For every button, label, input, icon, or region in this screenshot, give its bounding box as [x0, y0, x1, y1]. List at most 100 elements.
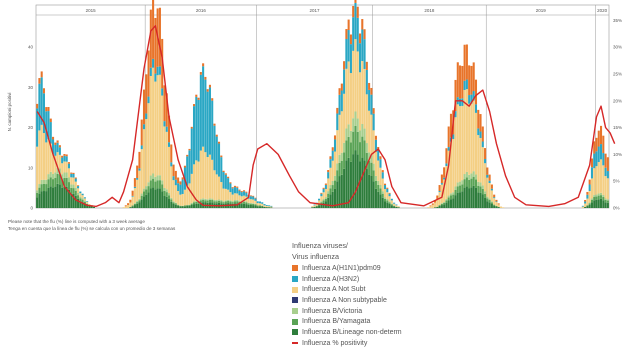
- bar-segment: [324, 197, 327, 199]
- bar-segment: [145, 189, 148, 195]
- bar-segment: [320, 192, 323, 194]
- bar-segment: [600, 198, 603, 208]
- bar-segment: [131, 206, 134, 208]
- bar-segment: [172, 176, 175, 181]
- bar-segment: [79, 191, 82, 194]
- bar-segment: [347, 30, 350, 62]
- bar-segment: [179, 194, 182, 206]
- bar-segment: [390, 204, 393, 206]
- bar-segment: [393, 202, 396, 204]
- bar-segment: [36, 108, 39, 147]
- bar-segment: [327, 197, 330, 208]
- bar-segment: [63, 186, 66, 208]
- bar-segment: [331, 191, 334, 208]
- bar-segment: [395, 206, 398, 208]
- bar-segment: [204, 79, 207, 153]
- bar-segment: [174, 203, 177, 205]
- bar-segment: [354, 150, 357, 208]
- bar-segment: [56, 140, 59, 143]
- bar-segment: [261, 203, 264, 206]
- bar-segment: [465, 79, 468, 90]
- bar-segment: [393, 205, 396, 207]
- bar-segment: [45, 107, 48, 112]
- bar-segment: [40, 191, 43, 208]
- bar-segment: [438, 205, 441, 208]
- bar-segment: [499, 206, 503, 208]
- bar-segment: [481, 147, 484, 186]
- bar-segment: [247, 204, 250, 208]
- bar-segment: [81, 198, 84, 200]
- bar-segment: [374, 188, 377, 208]
- bar-segment: [397, 206, 400, 208]
- left-tick-label: 10: [28, 165, 34, 170]
- bar-segment: [67, 189, 70, 208]
- bar-segment: [602, 135, 605, 154]
- positivity-series-line: [36, 25, 616, 208]
- bar-segment: [358, 33, 362, 44]
- season-label: 2018: [424, 8, 435, 13]
- bar-segment: [133, 186, 136, 189]
- bar-segment: [127, 204, 130, 208]
- bar-segment: [474, 187, 478, 208]
- bar-segment: [167, 142, 171, 147]
- bar-segment: [370, 162, 373, 176]
- bar-segment: [586, 206, 589, 208]
- bar-segment: [254, 204, 257, 206]
- bar-segment: [447, 150, 450, 196]
- bar-segment: [358, 130, 362, 143]
- bar-segment: [352, 118, 355, 132]
- bar-segment: [249, 195, 252, 197]
- bar-segment: [129, 199, 132, 203]
- bar-segment: [470, 94, 473, 104]
- bar-segment: [440, 205, 443, 208]
- bar-segment: [340, 161, 343, 175]
- bar-segment: [136, 202, 139, 204]
- bar-segment: [265, 205, 268, 206]
- bar-segment: [133, 203, 136, 206]
- bar-segment: [158, 180, 161, 189]
- bar-segment: [67, 177, 70, 183]
- bar-segment: [129, 207, 132, 208]
- bar-segment: [474, 112, 478, 175]
- bar-segment: [233, 187, 236, 194]
- bar-segment: [493, 194, 496, 198]
- legend-title-spanish: Virus influenza: [292, 252, 340, 261]
- bar-segment: [140, 119, 143, 146]
- bar-segment: [236, 193, 239, 200]
- bar-segment: [163, 126, 166, 188]
- bar-segment: [170, 166, 173, 198]
- bar-segment: [484, 191, 487, 194]
- bar-segment: [58, 147, 61, 155]
- bar-segment: [322, 187, 325, 189]
- bar-segment: [54, 155, 57, 173]
- bar-segment: [238, 200, 241, 202]
- bar-segment: [497, 203, 500, 205]
- bar-segment: [358, 142, 362, 162]
- bar-segment: [581, 206, 584, 208]
- bar-segment: [65, 161, 68, 173]
- bar-segment: [468, 188, 471, 208]
- bar-segment: [183, 165, 186, 168]
- bar-segment: [374, 175, 377, 181]
- bar-segment: [256, 203, 259, 206]
- bar-segment: [381, 193, 384, 198]
- bar-segment: [179, 184, 182, 195]
- bar-segment: [183, 205, 186, 207]
- bar-segment: [363, 128, 366, 141]
- bar-segment: [338, 88, 341, 95]
- bar-segment: [586, 205, 589, 207]
- bar-segment: [167, 115, 171, 143]
- bar-segment: [349, 161, 352, 208]
- bar-segment: [177, 190, 180, 205]
- bar-segment: [333, 151, 337, 176]
- bar-segment: [158, 74, 161, 176]
- bar-segment: [333, 175, 337, 181]
- bar-segment: [147, 186, 150, 193]
- bar-segment: [61, 155, 64, 158]
- bar-segment: [347, 124, 350, 137]
- bar-segment: [40, 124, 43, 180]
- bar-segment: [449, 195, 452, 200]
- bar-segment: [49, 177, 52, 187]
- bar-segment: [333, 139, 337, 152]
- bar-segment: [372, 181, 375, 208]
